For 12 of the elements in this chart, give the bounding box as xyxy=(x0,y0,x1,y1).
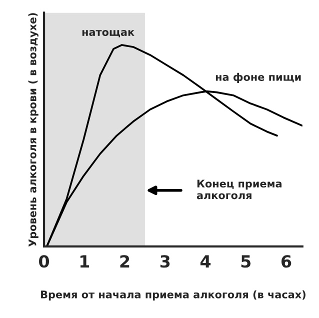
x-axis-title: Время от начала приема алкоголя (в часах) xyxy=(41,290,306,300)
x-tick-label: 6 xyxy=(282,255,292,268)
x-tick-label: 0 xyxy=(39,255,50,268)
annotation: Конец приема алкоголя xyxy=(196,180,282,200)
y-axis-title: Уровень алкоголя в крови ( в воздухе) xyxy=(28,13,38,247)
series-label: натощак xyxy=(82,30,134,38)
x-tick-label: 4 xyxy=(200,255,211,268)
x-tick-label: 5 xyxy=(241,255,251,268)
x-tick-label: 1 xyxy=(80,255,90,268)
series-label: на фоне пищи xyxy=(216,72,301,83)
x-tick-label: 2 xyxy=(120,255,130,268)
x-tick-label: 3 xyxy=(160,255,170,268)
